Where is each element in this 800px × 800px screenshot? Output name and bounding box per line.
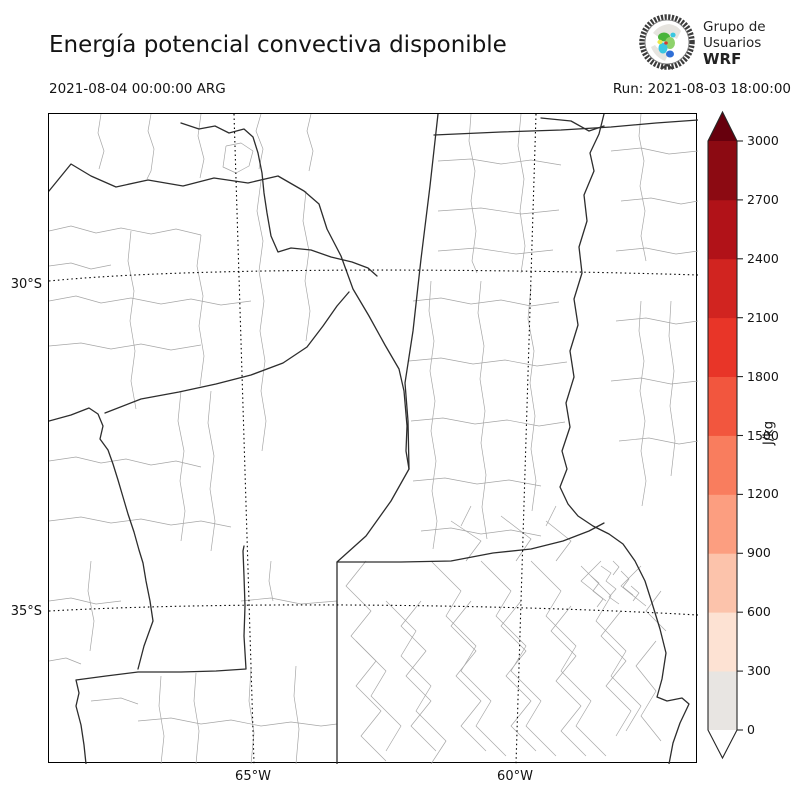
departments-northeast [437,114,698,274]
colorbar-extend-under [708,730,737,758]
colorbar-segment [708,141,737,201]
page-title: Energía potencial convectiva disponible [49,32,507,58]
colorbar-segment [708,671,737,731]
map-canvas [48,113,698,764]
run-time-label: Run: 2021-08-03 18:00:00 [612,81,791,97]
wrf-group-logo: Grupo de Usuarios WRF [639,13,766,73]
province-border-tucuman [180,122,378,277]
colorbar [707,110,743,760]
colorbar-tick-label: 900 [747,545,771,561]
colorbar-tick-label: 1800 [747,368,779,384]
colorbar-segment [708,317,737,377]
ytick-35s: 35°S [10,604,42,619]
colorbar-segment [708,376,737,436]
logo-line-1: Grupo de [703,19,766,35]
colorbar-tick-label: 1500 [747,427,779,443]
globe-logo-icon [639,14,695,70]
parana-river-and-coast [559,114,690,764]
departments-northwest [49,114,314,452]
colorbar-tick-label: 1200 [747,486,779,502]
colorbar-extend-over [708,112,737,141]
gridline-lon-60w [515,114,537,764]
province-border-santiago [404,114,439,470]
colorbar-tick-label: 600 [747,604,771,620]
province-border-corrientes [540,117,605,132]
argentina-boundaries-map [49,114,698,764]
province-border-sanjuan [49,291,350,670]
partidos-amba-cluster [450,505,667,632]
colorbar-tick-label: 0 [747,722,755,737]
departments-east [610,300,698,507]
colorbar-segment [708,435,737,495]
gridline-lon-65w [233,114,255,764]
colorbar-segment [708,199,737,260]
partidos-buenosaires-b [345,560,662,762]
colorbar-segment [708,612,737,672]
xtick-60w: 60°W [497,769,533,784]
province-border-chaco [433,119,698,136]
colorbar-segment [708,494,737,554]
logo-line-2: Usuarios [703,35,762,51]
logo-text: Grupo de Usuarios WRF [703,19,766,67]
province-border-lapampa [75,545,247,764]
colorbar-tick-label: 2700 [747,191,779,207]
gridline-lat-30s [49,269,698,282]
ytick-30s: 30°S [10,277,42,292]
colorbar-segment [708,258,737,319]
colorbar-tick-label: 2400 [747,250,779,266]
colorbar-tick-label: 300 [747,663,771,679]
departments-center [408,280,568,550]
colorbar-unit-label: J/kg [761,421,777,445]
province-border-buenosaires [336,522,605,764]
province-border-northwest [49,163,410,563]
partidos-buenosaires-a [355,560,642,764]
colorbar-tick-label: 3000 [747,133,779,148]
xtick-65w: 65°W [235,769,271,784]
departments-southwest [49,560,338,764]
departments-west [49,390,338,605]
logo-line-3: WRF [703,50,742,68]
valid-time-label: 2021-08-04 00:00:00 ARG [49,81,226,97]
gridline-lat-35s [49,604,698,616]
colorbar-tick-label: 2100 [747,309,779,325]
colorbar-segment [708,553,737,613]
